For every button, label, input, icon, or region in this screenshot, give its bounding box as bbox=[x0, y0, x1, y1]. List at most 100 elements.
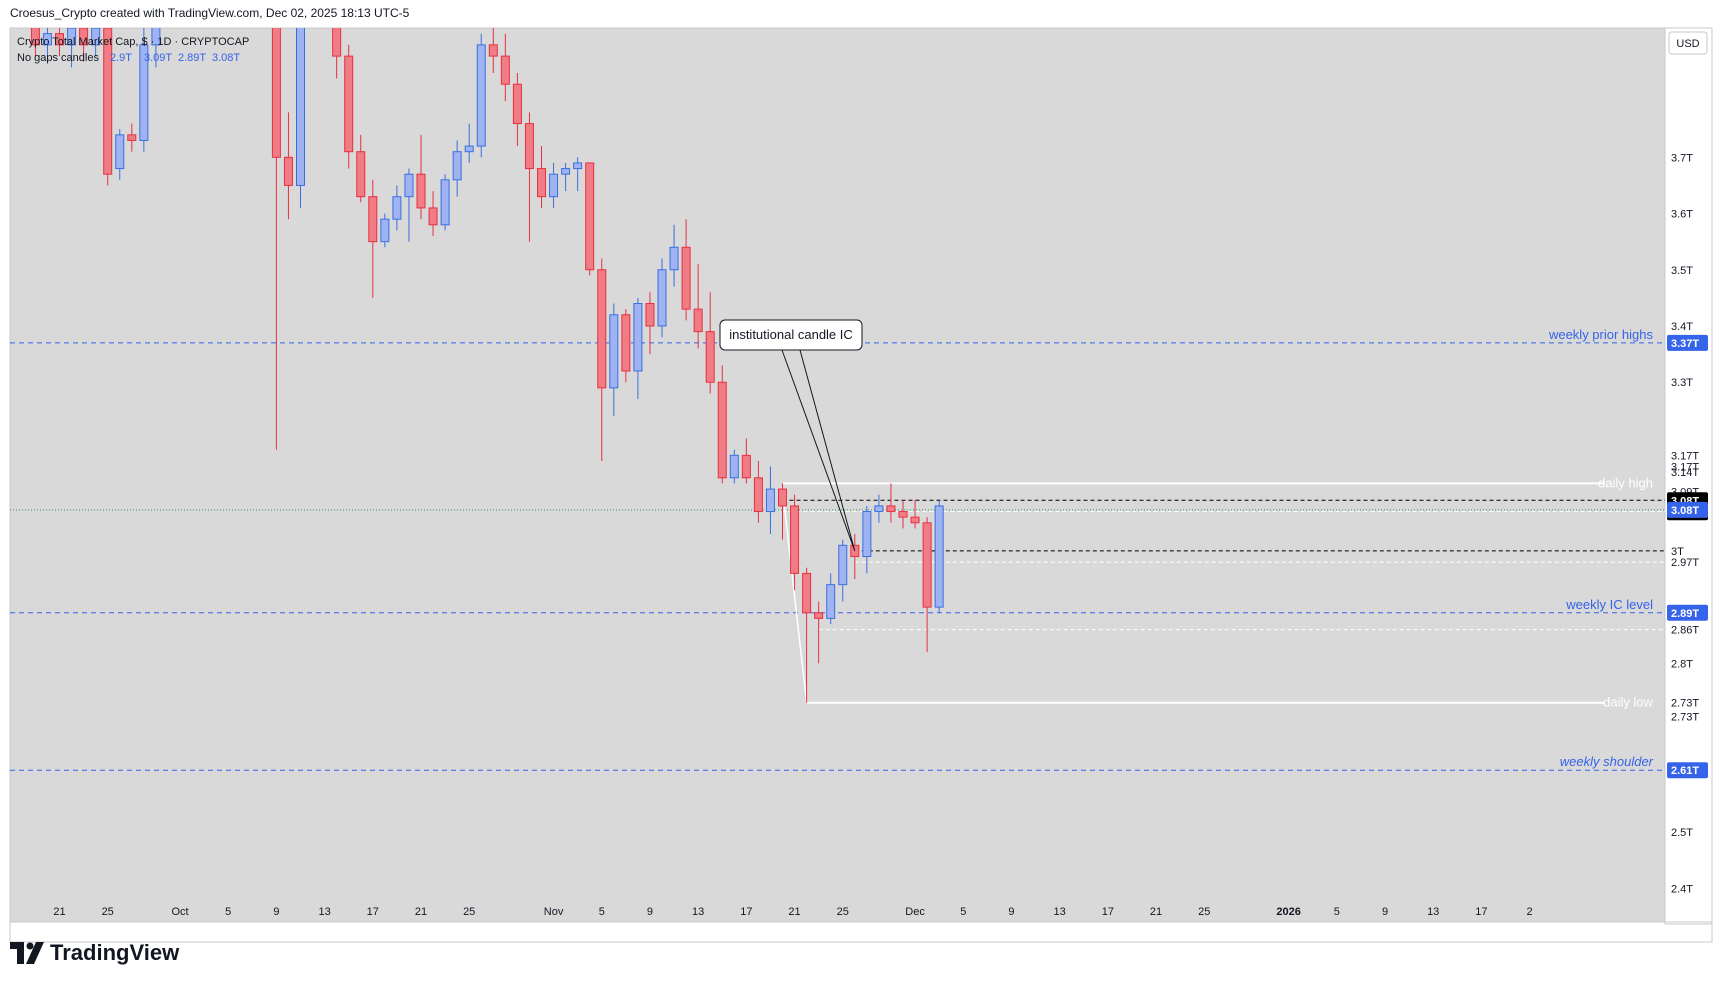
candle-2025-09-27[interactable] bbox=[127, 123, 137, 152]
current-price-badge bbox=[1667, 501, 1708, 518]
candle-2025-11-05[interactable] bbox=[597, 258, 607, 461]
candle-body bbox=[609, 314, 619, 389]
candle-2025-10-27[interactable] bbox=[488, 22, 498, 73]
candle-2025-11-09[interactable] bbox=[645, 292, 655, 355]
x-tick-label: 5 bbox=[599, 906, 605, 918]
chart-attribution: Croesus_Crypto created with TradingView.… bbox=[10, 6, 410, 20]
candle-body bbox=[356, 151, 366, 198]
candle-2025-11-03[interactable] bbox=[573, 157, 583, 192]
level-badge-0-text: 3.37T bbox=[1671, 338, 1699, 350]
candle-body bbox=[633, 303, 643, 372]
candle-body bbox=[332, 28, 342, 57]
candle-2025-11-21[interactable] bbox=[790, 494, 800, 591]
candle-2025-10-22[interactable] bbox=[428, 191, 438, 237]
y-tick-label: 3.6T bbox=[1671, 209, 1693, 221]
candle-2025-09-23[interactable] bbox=[79, 11, 89, 62]
candle-2025-09-25[interactable] bbox=[103, 17, 113, 186]
candle-2025-10-30[interactable] bbox=[524, 112, 534, 242]
candle-2025-11-22[interactable] bbox=[802, 567, 812, 703]
candle-2025-09-20[interactable] bbox=[42, 11, 52, 62]
candle-2025-10-11[interactable] bbox=[296, 6, 305, 208]
candle-2025-12-03[interactable] bbox=[934, 500, 944, 613]
candle-2025-10-23[interactable] bbox=[440, 174, 450, 231]
candle-2025-12-02[interactable] bbox=[922, 517, 932, 653]
candle-2025-10-29[interactable] bbox=[512, 72, 522, 147]
candle-2025-11-27[interactable] bbox=[862, 505, 872, 574]
candle-2025-09-28[interactable] bbox=[139, 28, 149, 152]
candle-2025-10-14[interactable] bbox=[332, 0, 342, 79]
candle-body bbox=[440, 179, 450, 226]
candle-body bbox=[765, 488, 775, 513]
x-tick-label: 13 bbox=[692, 906, 704, 918]
candle-2025-10-19[interactable] bbox=[392, 185, 402, 231]
candle-body bbox=[838, 544, 848, 586]
candle-2025-10-16[interactable] bbox=[356, 134, 366, 203]
candle-2025-11-04[interactable] bbox=[585, 162, 595, 276]
candle-2025-11-17[interactable] bbox=[741, 438, 751, 484]
level-badge-1-text: 2.89T bbox=[1671, 608, 1699, 620]
candle-2025-10-15[interactable] bbox=[344, 44, 354, 169]
x-tick-label: 13 bbox=[1054, 906, 1066, 918]
candle-2025-09-29[interactable] bbox=[151, 6, 161, 68]
candle-2025-11-06[interactable] bbox=[609, 303, 619, 416]
candle-2025-11-28[interactable] bbox=[874, 494, 884, 523]
annotation-box[interactable] bbox=[719, 319, 863, 351]
candle-2025-10-17[interactable] bbox=[368, 179, 378, 298]
candle-2025-11-24[interactable] bbox=[826, 573, 836, 624]
candle-2025-10-26[interactable] bbox=[476, 33, 486, 158]
x-tick-label: 21 bbox=[415, 906, 427, 918]
candle-2025-11-07[interactable] bbox=[621, 309, 631, 383]
level-badge-2-text: 2.61T bbox=[1671, 765, 1699, 777]
candle-2025-11-15[interactable] bbox=[717, 365, 727, 484]
x-tick-label: 2026 bbox=[1276, 906, 1300, 918]
candle-2025-10-24[interactable] bbox=[452, 140, 462, 197]
candle-2025-11-02[interactable] bbox=[561, 162, 571, 192]
candle-body bbox=[476, 44, 486, 147]
candle-2025-11-29[interactable] bbox=[886, 483, 896, 523]
currency-button[interactable] bbox=[1668, 31, 1708, 55]
candle-2025-10-10[interactable] bbox=[283, 112, 293, 220]
x-tick-label: 5 bbox=[1334, 906, 1340, 918]
candle-2025-11-16[interactable] bbox=[729, 449, 739, 484]
x-tick-label: 21 bbox=[1150, 906, 1162, 918]
candle-2025-11-23[interactable] bbox=[814, 601, 824, 664]
candle-2025-11-14[interactable] bbox=[705, 292, 715, 394]
candle-body bbox=[271, 28, 281, 158]
candle-2025-10-20[interactable] bbox=[404, 168, 414, 242]
candle-body bbox=[910, 516, 920, 524]
candle-2025-10-18[interactable] bbox=[380, 213, 390, 248]
candle-2025-09-21[interactable] bbox=[55, 6, 64, 57]
candle-2025-10-21[interactable] bbox=[416, 134, 426, 220]
candle-2025-11-13[interactable] bbox=[693, 264, 703, 349]
candle-2025-11-08[interactable] bbox=[633, 297, 643, 400]
candle-2025-09-24[interactable] bbox=[91, 0, 101, 57]
candle-2025-10-09[interactable] bbox=[271, 0, 281, 450]
candle-2025-12-01[interactable] bbox=[910, 500, 920, 529]
candle-2025-11-11[interactable] bbox=[669, 224, 679, 287]
y-tick-label: 3.4T bbox=[1671, 321, 1693, 333]
candle-body bbox=[753, 477, 763, 513]
x-tick-label: Oct bbox=[171, 906, 188, 918]
level-badge-2 bbox=[1667, 762, 1708, 779]
candle-2025-09-26[interactable] bbox=[115, 129, 125, 180]
candle-2025-10-31[interactable] bbox=[537, 146, 546, 208]
candle-body bbox=[296, 28, 305, 186]
candle-2025-11-01[interactable] bbox=[549, 162, 559, 208]
candle-2025-11-20[interactable] bbox=[778, 483, 787, 540]
y-tick-label: 3.14T bbox=[1671, 467, 1699, 479]
candle-2025-09-19[interactable] bbox=[30, 0, 40, 57]
candle-2025-11-30[interactable] bbox=[898, 500, 908, 529]
candle-2025-11-12[interactable] bbox=[681, 219, 691, 321]
candle-body bbox=[922, 522, 932, 608]
candle-2025-10-28[interactable] bbox=[500, 33, 510, 102]
candle-2025-11-10[interactable] bbox=[657, 258, 667, 338]
candle-2025-11-19[interactable] bbox=[765, 466, 775, 535]
candle-2025-11-18[interactable] bbox=[753, 460, 763, 523]
candle-body bbox=[42, 33, 52, 46]
candle-2025-11-25[interactable] bbox=[838, 539, 848, 602]
candle-2025-09-22[interactable] bbox=[67, 17, 77, 68]
candle-body bbox=[67, 28, 77, 46]
candle-2025-10-25[interactable] bbox=[464, 123, 474, 163]
candle-body bbox=[30, 28, 40, 46]
